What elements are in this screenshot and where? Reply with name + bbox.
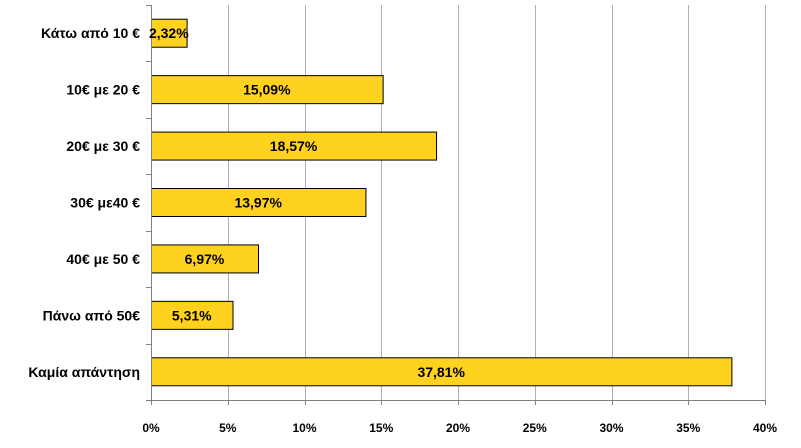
data-label: 18,57% <box>270 138 318 154</box>
x-tick-label: 15% <box>369 421 393 435</box>
x-tick-label: 0% <box>142 421 160 435</box>
x-tick-label: 25% <box>523 421 547 435</box>
x-tick-label: 40% <box>753 421 777 435</box>
category-label: 20€ με 30 € <box>66 138 140 154</box>
x-tick-label: 30% <box>599 421 623 435</box>
bars <box>151 18 733 387</box>
category-label: 10€ με 20 € <box>66 82 140 98</box>
data-label: 2,32% <box>149 25 189 41</box>
category-label: 30€ με40 € <box>70 195 140 211</box>
bar <box>151 300 234 330</box>
category-label: Πάνω από 50€ <box>43 307 141 323</box>
bar <box>151 244 259 274</box>
x-tick-label: 10% <box>292 421 316 435</box>
axes <box>146 5 766 405</box>
bar <box>151 357 733 387</box>
x-tick-label: 5% <box>219 421 237 435</box>
bar <box>151 131 438 161</box>
data-label: 6,97% <box>185 251 225 267</box>
category-label: Καμία απάντηση <box>28 364 140 380</box>
x-tick-label: 20% <box>446 421 470 435</box>
x-tick-label: 35% <box>676 421 700 435</box>
data-label: 37,81% <box>417 364 465 380</box>
bar <box>151 188 367 217</box>
category-label: Κάτω από 10 € <box>41 25 140 41</box>
category-label: 40€ με 50 € <box>66 251 140 267</box>
data-label: 5,31% <box>172 307 212 323</box>
data-label: 15,09% <box>243 82 291 98</box>
bar <box>151 75 384 105</box>
labels: 0% 5% 10% 15% 20% 25% 30% 35% 40% Κάτω από 10 € 2,… <box>28 25 777 435</box>
gridlines <box>228 5 766 400</box>
data-label: 13,97% <box>234 195 282 211</box>
